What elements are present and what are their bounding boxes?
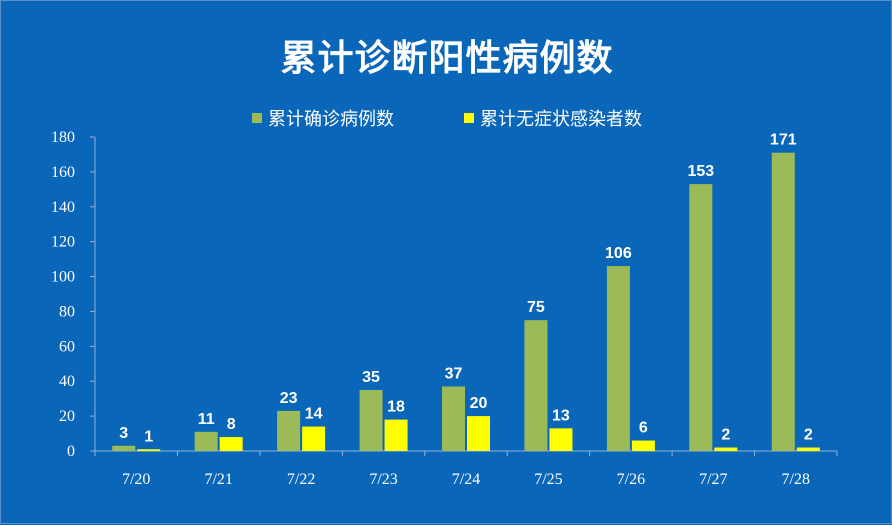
y-tick-label: 20 bbox=[59, 408, 75, 425]
x-tick-label: 7/26 bbox=[617, 471, 645, 488]
data-label-confirmed: 3 bbox=[119, 425, 128, 442]
data-label-asymptomatic: 2 bbox=[721, 427, 730, 444]
legend-swatch-confirmed bbox=[252, 113, 262, 123]
bar-asymptomatic bbox=[631, 440, 655, 451]
data-label-asymptomatic: 13 bbox=[552, 407, 570, 424]
x-tick-label: 7/21 bbox=[204, 471, 232, 488]
legend-label-confirmed: 累计确诊病例数 bbox=[268, 109, 394, 130]
data-label-asymptomatic: 2 bbox=[804, 427, 813, 444]
x-tick-label: 7/28 bbox=[782, 471, 810, 488]
data-label-asymptomatic: 20 bbox=[470, 395, 488, 412]
y-tick-label: 140 bbox=[51, 199, 75, 216]
data-label-confirmed: 11 bbox=[198, 411, 215, 428]
x-tick-label: 7/27 bbox=[699, 471, 727, 488]
y-tick-label: 80 bbox=[59, 303, 75, 320]
data-label-confirmed: 75 bbox=[527, 299, 545, 316]
bar-asymptomatic bbox=[302, 426, 326, 451]
bar-confirmed bbox=[606, 266, 630, 451]
bar-confirmed bbox=[442, 386, 465, 451]
data-label-confirmed: 171 bbox=[770, 132, 797, 149]
data-label-confirmed: 35 bbox=[362, 369, 380, 386]
y-tick-label: 180 bbox=[51, 129, 75, 146]
data-label-confirmed: 37 bbox=[445, 365, 463, 382]
x-tick-label: 7/24 bbox=[452, 471, 480, 488]
data-label-confirmed: 153 bbox=[687, 163, 714, 180]
bar-asymptomatic bbox=[384, 419, 408, 451]
data-label-confirmed: 106 bbox=[605, 245, 632, 262]
data-label-asymptomatic: 1 bbox=[144, 428, 153, 445]
y-tick-label: 120 bbox=[51, 234, 75, 251]
bar-confirmed bbox=[689, 184, 713, 451]
y-tick-label: 160 bbox=[51, 164, 75, 181]
bar-asymptomatic bbox=[137, 449, 161, 451]
chart-legend: 累计确诊病例数 累计无症状感染者数 bbox=[1, 105, 892, 131]
bar-confirmed bbox=[771, 152, 795, 451]
y-tick-label: 40 bbox=[59, 373, 75, 390]
x-tick-label: 7/20 bbox=[122, 471, 150, 488]
y-tick-label: 0 bbox=[67, 443, 75, 460]
legend-item-asymptomatic: 累计无症状感染者数 bbox=[464, 105, 642, 131]
bar-asymptomatic bbox=[796, 447, 820, 451]
bar-confirmed bbox=[194, 431, 218, 451]
data-label-asymptomatic: 6 bbox=[639, 420, 648, 437]
bar-asymptomatic bbox=[219, 437, 243, 451]
data-label-asymptomatic: 8 bbox=[227, 416, 236, 433]
y-tick-label: 60 bbox=[59, 338, 75, 355]
bar-asymptomatic bbox=[467, 416, 490, 451]
data-label-asymptomatic: 14 bbox=[305, 406, 323, 423]
x-tick-label: 7/22 bbox=[287, 471, 315, 488]
legend-label-asymptomatic: 累计无症状感染者数 bbox=[480, 109, 642, 130]
bar-confirmed bbox=[277, 410, 301, 451]
data-label-confirmed: 23 bbox=[280, 390, 298, 407]
bar-confirmed bbox=[524, 320, 548, 451]
y-tick-label: 100 bbox=[51, 269, 75, 286]
legend-swatch-asymptomatic bbox=[464, 113, 474, 123]
chart-title: 累计诊断阳性病例数 bbox=[280, 38, 614, 79]
bar-asymptomatic bbox=[714, 447, 738, 451]
x-tick-label: 7/25 bbox=[534, 471, 562, 488]
bar-confirmed bbox=[112, 445, 136, 451]
bar-asymptomatic bbox=[549, 428, 573, 451]
data-label-asymptomatic: 18 bbox=[387, 399, 405, 416]
bar-confirmed bbox=[359, 389, 383, 451]
x-tick-label: 7/23 bbox=[369, 471, 397, 488]
legend-item-confirmed: 累计确诊病例数 bbox=[252, 105, 394, 131]
